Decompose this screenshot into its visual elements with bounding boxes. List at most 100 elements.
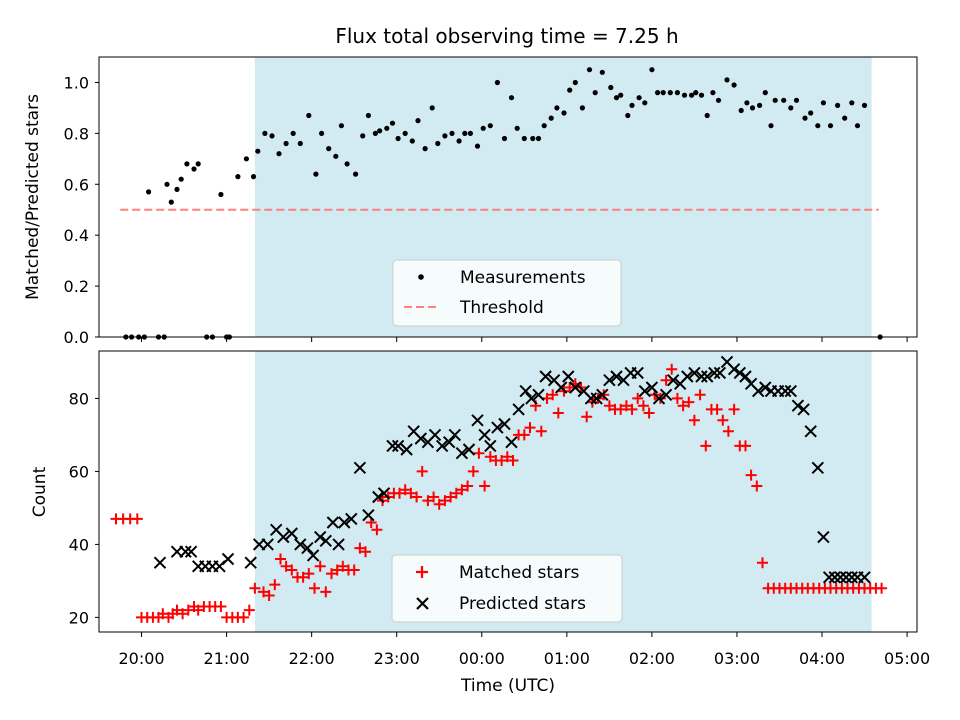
predicted-star-point	[153, 556, 167, 569]
legend-measurements-marker	[418, 274, 424, 280]
matched-star-point	[603, 400, 615, 412]
predicted-star-point	[858, 571, 871, 584]
predicted-star-point	[584, 392, 598, 405]
matched-star-point	[620, 400, 632, 412]
measurement-point	[409, 138, 415, 144]
predicted-star-point	[512, 403, 525, 416]
top-legend: Measurements Threshold	[392, 259, 622, 327]
predicted-star-point	[332, 538, 345, 551]
predicted-star-point	[791, 399, 805, 412]
predicted-star-point	[778, 384, 792, 398]
measurement-point	[402, 130, 408, 136]
measurement-point	[435, 140, 441, 147]
matched-star-point	[757, 557, 768, 569]
measurement-point	[326, 146, 332, 152]
matched-star-point	[467, 465, 479, 477]
measurement-point	[629, 102, 635, 108]
predicted-star-point	[448, 428, 462, 442]
x-tick-label: 22:00	[289, 649, 335, 668]
predicted-star-point	[400, 443, 413, 456]
measurement-point	[255, 148, 261, 154]
matched-star-point	[445, 491, 457, 503]
matched-star-point	[552, 407, 564, 419]
predicted-star-point	[484, 439, 497, 453]
predicted-star-point	[700, 370, 714, 383]
measurement-point	[772, 97, 778, 103]
matched-star-point	[643, 407, 655, 419]
measurement-point	[372, 130, 378, 136]
predicted-star-point	[695, 370, 708, 383]
x-tick-label: 04:00	[799, 649, 845, 668]
matched-star-point	[354, 542, 366, 554]
predicted-star-point	[442, 435, 456, 449]
matched-star-point	[171, 604, 183, 616]
matched-star-point	[399, 484, 411, 496]
predicted-star-point	[301, 541, 314, 555]
matched-star-point	[666, 363, 678, 375]
measurement-point	[178, 176, 184, 182]
matched-star-point	[484, 451, 496, 463]
predicted-star-point	[739, 370, 752, 383]
measurement-point	[572, 79, 578, 86]
measurement-point	[827, 123, 834, 129]
measurement-point	[561, 110, 567, 116]
matched-star-point	[496, 455, 508, 466]
measurement-point	[501, 135, 508, 142]
measurement-point	[667, 90, 673, 96]
matched-star-point	[694, 389, 706, 401]
predicted-star-point	[688, 366, 701, 380]
measurement-point	[195, 161, 201, 167]
measurement-point	[467, 130, 473, 136]
measurement-point	[768, 123, 774, 129]
measurement-point	[655, 90, 661, 96]
predicted-star-point	[478, 428, 491, 442]
predicted-star-point	[652, 392, 666, 405]
matched-star-point	[428, 491, 440, 503]
measurement-point	[704, 112, 710, 119]
predicted-star-point	[372, 490, 385, 504]
matched-star-point	[507, 455, 519, 466]
measurement-point	[567, 87, 573, 93]
legend-predicted-label: Predicted stars	[459, 594, 586, 614]
measurement-point	[508, 95, 515, 101]
measurement-point	[164, 181, 170, 187]
measurement-point	[710, 90, 716, 96]
measurement-point	[749, 105, 756, 111]
predicted-star-point	[498, 417, 511, 431]
measurement-point	[243, 156, 249, 162]
predicted-star-point	[590, 392, 603, 405]
predicted-star-point	[828, 571, 842, 584]
matched-star-point	[615, 403, 627, 415]
x-tick-label: 21:00	[204, 649, 250, 668]
predicted-star-point	[184, 545, 198, 558]
measurement-point	[319, 130, 325, 136]
measurement-point	[146, 189, 152, 195]
top-axes-frame	[98, 56, 918, 338]
matched-star-point	[688, 414, 700, 426]
measurement-point	[660, 90, 666, 96]
measurement-point	[854, 123, 861, 129]
predicted-star-point	[708, 366, 721, 380]
predicted-star-point	[817, 530, 830, 544]
matched-star-point	[677, 400, 689, 412]
matched-star-point	[728, 403, 740, 415]
top-y-tick-label: 0.0	[64, 328, 89, 347]
legend-matched-label: Matched stars	[459, 563, 579, 583]
matched-star-point	[215, 601, 227, 612]
matched-star-point	[303, 568, 315, 580]
top-y-tick-label: 0.2	[64, 277, 89, 296]
measurement-point	[608, 84, 614, 91]
bottom-y-axis-label: Count	[30, 466, 50, 517]
matched-star-point	[637, 400, 649, 412]
measurement-point	[541, 123, 547, 129]
x-tick-label: 01:00	[544, 649, 590, 668]
predicted-star-point	[428, 428, 442, 442]
measurement-point	[462, 130, 468, 136]
matched-star-point	[717, 414, 729, 426]
matched-star-point	[671, 392, 683, 404]
predicted-star-point	[362, 508, 375, 522]
top-panel: 0.0 0.2 0.4 0.6 0.8 1.0 Matched/Predicted sta…	[23, 56, 918, 347]
measurement-point	[849, 100, 855, 106]
predicted-star-point	[471, 414, 484, 427]
